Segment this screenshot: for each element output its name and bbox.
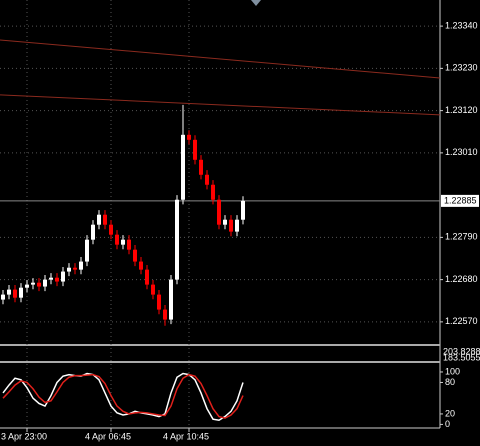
candle-body (103, 214, 107, 225)
candle-body (109, 224, 113, 235)
last-price-box (441, 194, 479, 207)
y-tick-label: 100 (445, 366, 460, 376)
oscillator-line (2, 373, 244, 419)
candle-body (223, 219, 227, 225)
candle-body (145, 269, 149, 285)
y-tick-label: 1.23340 (445, 20, 478, 30)
candle-body (25, 284, 29, 288)
candle-body (193, 139, 197, 160)
y-tick-label: 0 (445, 419, 450, 429)
candle-body (67, 267, 71, 272)
candle-body (199, 159, 203, 175)
candle-body (13, 289, 17, 298)
candle-body (151, 284, 155, 295)
candle-body (61, 271, 65, 282)
candle-body (43, 279, 47, 287)
indicator-label: 183.5055 (443, 352, 480, 362)
x-tick-label: 3 Apr 23:00 (1, 431, 47, 441)
candle-body (73, 267, 77, 270)
trend-line (0, 94, 441, 116)
oscillator-line (2, 372, 244, 422)
candle-body (55, 277, 59, 282)
candle-body (121, 239, 125, 245)
candle-body (91, 224, 95, 240)
y-tick-label: 1.22790 (445, 232, 478, 242)
x-tick-label: 4 Apr 06:45 (85, 431, 131, 441)
x-tick-label: 4 Apr 10:45 (163, 431, 209, 441)
trend-line (0, 39, 441, 79)
candle-body (85, 239, 89, 262)
y-tick-label: 1.23120 (445, 105, 478, 115)
candle-body (31, 282, 35, 285)
candle-body (1, 294, 5, 300)
candle-body (97, 214, 101, 225)
candle-body (211, 184, 215, 200)
candle-body (133, 249, 137, 262)
candle-body (187, 134, 191, 140)
candle-body (37, 282, 41, 287)
y-tick-label: 20 (445, 408, 455, 418)
shift-marker (251, 0, 261, 6)
y-tick-label: 1.22680 (445, 274, 478, 284)
candle-body (175, 199, 179, 280)
candle-body (163, 309, 167, 320)
last-price-label: 1.22885 (444, 195, 477, 205)
y-tick-label: 1.23010 (445, 147, 478, 157)
candle-body (181, 134, 185, 200)
candle-body (235, 219, 239, 232)
y-tick-label: 1.23230 (445, 63, 478, 73)
candle-body (79, 261, 83, 270)
candle-body (7, 289, 11, 295)
y-tick-label: 1.22570 (445, 316, 478, 326)
indicator-label: 203.8288 (443, 346, 480, 356)
candle-body (205, 174, 209, 185)
candle-body (169, 279, 173, 320)
candle-body (157, 294, 161, 310)
y-tick-label: 80 (445, 377, 455, 387)
candle-body (139, 261, 143, 270)
candle-body (49, 277, 53, 280)
candle-body (241, 200, 245, 220)
candle-body (115, 234, 119, 245)
candle-body (229, 219, 233, 232)
candle-body (217, 199, 221, 225)
candle-body (19, 287, 23, 298)
candle-body (127, 239, 131, 250)
